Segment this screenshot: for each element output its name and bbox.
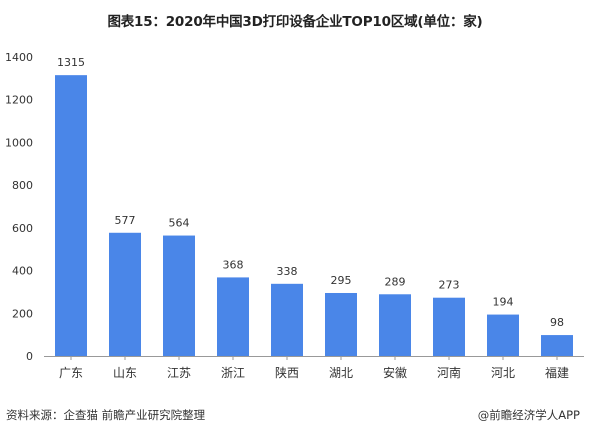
bar-value-label: 368 — [223, 258, 244, 271]
bar-value-label: 98 — [550, 316, 564, 329]
chart-title: 图表15：2020年中国3D打印设备企业TOP10区域(单位：家) — [107, 14, 483, 30]
x-tick-label: 河北 — [491, 366, 515, 380]
bar — [325, 292, 357, 356]
source-note: 资料来源：企查猫 前瞻产业研究院整理 — [6, 408, 206, 422]
bar-value-label: 295 — [331, 274, 352, 287]
bar-value-label: 564 — [169, 217, 190, 230]
y-tick-label: 1400 — [5, 51, 33, 64]
y-tick-label: 1000 — [5, 136, 33, 149]
y-tick-label: 1200 — [5, 94, 33, 107]
x-tick-label: 安徽 — [383, 365, 407, 380]
bar-value-label: 577 — [115, 214, 136, 227]
bar-value-label: 194 — [493, 296, 514, 309]
bar-value-label: 273 — [439, 279, 460, 292]
y-tick-label: 200 — [12, 307, 33, 320]
bar — [487, 314, 519, 356]
x-tick-label: 福建 — [545, 365, 569, 380]
bar — [271, 283, 303, 356]
bar — [109, 232, 141, 356]
x-tick-label: 山东 — [113, 366, 137, 380]
bar — [379, 294, 411, 356]
x-tick-label: 广东 — [59, 366, 83, 380]
x-tick-label: 浙江 — [221, 366, 245, 380]
bar — [541, 335, 573, 356]
bar — [433, 297, 465, 356]
x-tick-label: 河南 — [437, 365, 461, 380]
y-tick-label: 400 — [12, 265, 33, 278]
x-tick-label: 湖北 — [329, 365, 353, 380]
bar — [163, 235, 195, 356]
brand-handle: @前瞻经济学人APP — [477, 408, 580, 422]
y-tick-label: 800 — [12, 179, 33, 192]
x-tick-label: 陕西 — [275, 365, 299, 380]
bar — [217, 277, 249, 356]
bar-value-label: 289 — [385, 275, 406, 288]
bar — [55, 75, 87, 357]
x-tick-label: 江苏 — [167, 366, 191, 380]
bar-value-label: 338 — [277, 265, 298, 278]
y-tick-label: 600 — [12, 222, 33, 235]
y-tick-label: 0 — [26, 350, 33, 363]
bar-value-label: 1315 — [57, 56, 85, 69]
